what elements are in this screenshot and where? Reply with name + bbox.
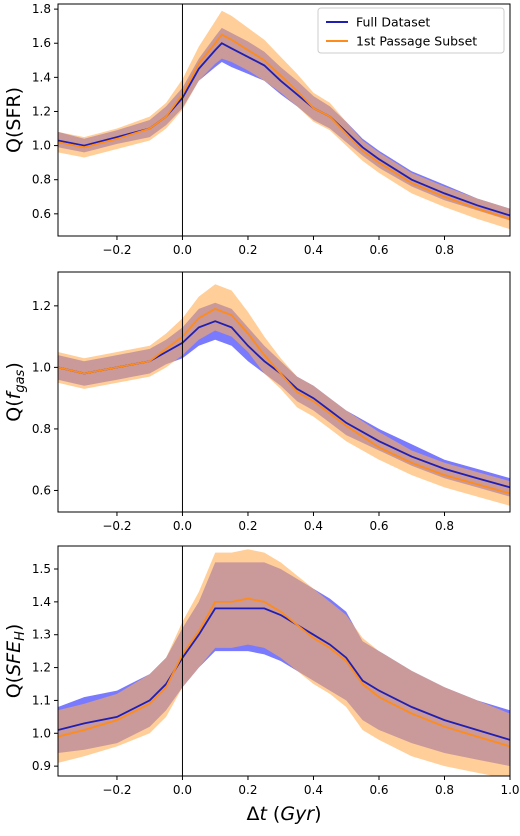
plot-area (58, 4, 510, 236)
chart-panel-3: −0.2 0.0 0.2 0.4 0.6 0.8 1.0 0.9 1.0 1.1 1.2 1.3 1.4… (3, 545, 520, 825)
x-tick-label: −0.2 (102, 243, 131, 257)
x-tick-label: 0.8 (435, 243, 454, 257)
y-tick-label: 1.0 (32, 360, 51, 374)
line-full-dataset (58, 607, 510, 741)
y-tick-label: 1.5 (32, 562, 51, 576)
axes-frame (57, 271, 511, 513)
axes-frame (57, 545, 511, 777)
x-tick-label: 0.8 (435, 519, 454, 533)
x-tick-label: 0.6 (369, 519, 388, 533)
x-tick-label: 1.0 (500, 783, 519, 797)
y-tick-label: 1.0 (32, 726, 51, 740)
x-tick-label: 0.2 (238, 783, 257, 797)
legend: Full Dataset 1st Passage Subset (317, 7, 505, 54)
y-tick-label: 1.1 (32, 693, 51, 707)
x-tick-label: −0.2 (102, 783, 131, 797)
x-tick-label: 0.8 (435, 783, 454, 797)
y-tick-label: 1.2 (32, 299, 51, 313)
y-axis-label: Q(SFEH) (3, 624, 28, 699)
y-tick-label: 1.0 (32, 139, 51, 153)
legend-box (317, 7, 505, 54)
y-tick-label: 0.6 (32, 207, 51, 221)
x-tick-label: 0.4 (304, 243, 323, 257)
y-tick-label: 1.4 (32, 595, 51, 609)
axes-frame (57, 3, 511, 237)
y-tick-label: 1.4 (32, 70, 51, 84)
x-axis-label: Δt (Gyr) (246, 803, 321, 825)
plot-area (58, 272, 510, 512)
legend-entry: 1st Passage Subset (356, 34, 477, 49)
x-tick-label: 0.4 (304, 519, 323, 533)
y-tick-label: 0.9 (32, 759, 51, 773)
line-first-passage (58, 597, 510, 748)
y-tick-label: 0.8 (32, 173, 51, 187)
y-tick-label: 1.2 (32, 104, 51, 118)
x-tick-label: 0.0 (173, 783, 192, 797)
x-tick-label: 0.0 (173, 243, 192, 257)
x-tick-label: 0.4 (304, 783, 323, 797)
x-tick-label: −0.2 (102, 519, 131, 533)
line-first-passage (58, 307, 510, 495)
y-tick-label: 1.3 (32, 628, 51, 642)
y-axis-label: Q(fgas) (3, 362, 28, 422)
y-tick-label: 1.6 (32, 36, 51, 50)
line-first-passage (58, 33, 510, 220)
band-first-passage (58, 549, 510, 776)
y-tick-label: 1.8 (32, 2, 51, 16)
x-tick-label: 0.2 (238, 243, 257, 257)
chart-panel-1: −0.2 0.0 0.2 0.4 0.6 0.8 0.6 0.8 1.0 1.2 1.4 1.6 1.8… (3, 2, 511, 257)
y-tick-label: 0.8 (32, 422, 51, 436)
x-tick-label: 0.6 (369, 243, 388, 257)
plot-area (58, 546, 510, 776)
x-tick-label: 0.0 (173, 519, 192, 533)
legend-entry: Full Dataset (356, 15, 430, 30)
y-tick-label: 0.6 (32, 483, 51, 497)
y-axis-label: Q(SFR) (3, 87, 25, 153)
chart-panel-2: −0.2 0.0 0.2 0.4 0.6 0.8 0.6 0.8 1.0 1.2 Q(fgas) (3, 271, 511, 533)
x-tick-label: 0.2 (238, 519, 257, 533)
band-first-passage (58, 284, 510, 506)
x-tick-label: 0.6 (369, 783, 388, 797)
y-tick-label: 1.2 (32, 661, 51, 675)
